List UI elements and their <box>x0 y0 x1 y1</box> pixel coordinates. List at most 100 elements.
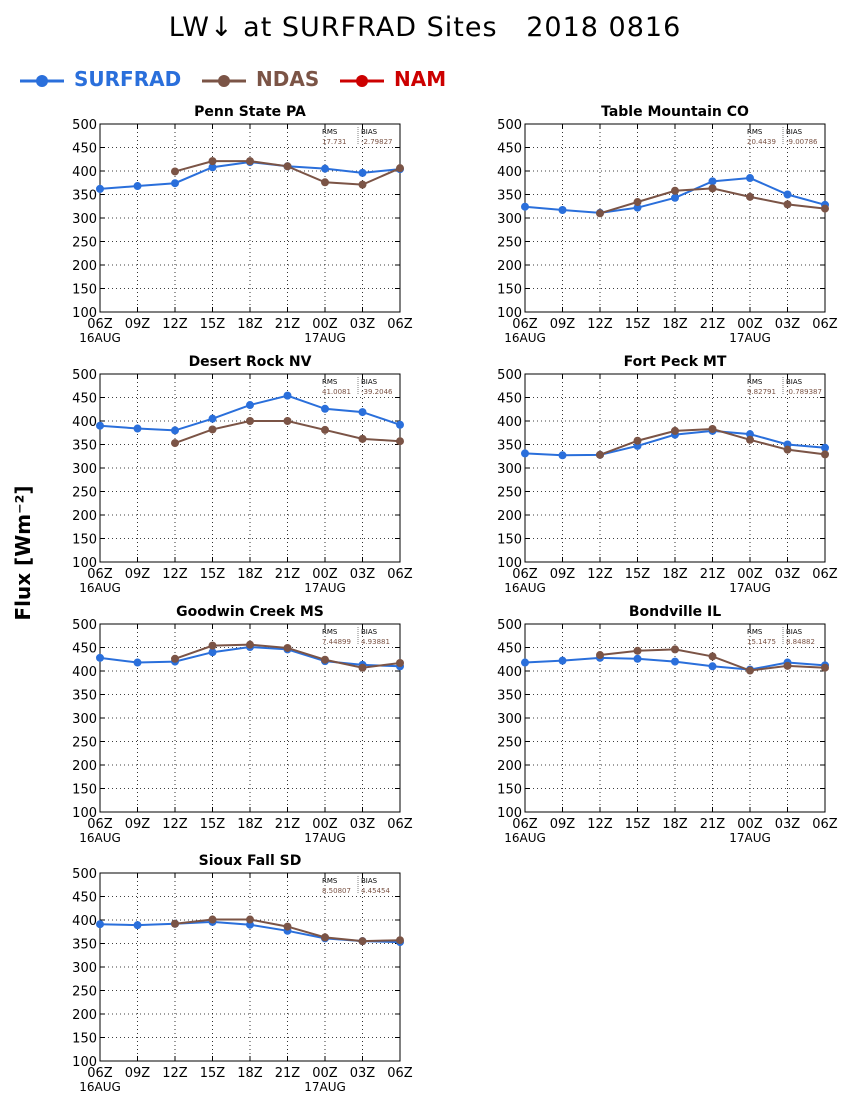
y-tick-label: 100 <box>72 556 97 571</box>
y-tick-label: 150 <box>72 533 97 548</box>
y-tick-label: 400 <box>72 415 97 430</box>
y-tick-label: 150 <box>497 533 522 548</box>
data-point-surfrad <box>133 424 142 433</box>
x-tick-label: 15Z <box>625 317 651 332</box>
chart-desert-rock-nv: Desert Rock NV 100 150 200 250 300 350 400 450 50… <box>72 354 413 595</box>
chart-title: Sioux Fall SD <box>199 853 302 869</box>
x-tick-label: 18Z <box>662 317 688 332</box>
data-point-ndas <box>821 663 829 672</box>
data-point-surfrad <box>558 206 567 215</box>
y-tick-label: 450 <box>497 392 522 407</box>
stats-bias-value: 4.45454 <box>361 887 390 895</box>
chart-title: Goodwin Creek MS <box>176 604 324 620</box>
x-tick-label: 06Z <box>812 567 838 582</box>
x-tick-label: 15Z <box>625 567 651 582</box>
data-point-surfrad <box>708 662 717 671</box>
x-tick-label: 06Z <box>387 1066 413 1081</box>
x-tick-label: 09Z <box>550 817 576 832</box>
data-point-ndas <box>171 654 179 663</box>
stats-bias-label: BIAS <box>786 628 803 636</box>
x-tick-label: 21Z <box>275 1066 301 1081</box>
data-point-surfrad <box>358 408 367 417</box>
y-tick-label: 350 <box>72 439 97 454</box>
data-point-surfrad <box>96 184 104 193</box>
y-tick-label: 350 <box>497 189 522 204</box>
y-tick-label: 100 <box>497 306 522 321</box>
data-point-ndas <box>321 933 329 942</box>
x-date-label: 16AUG <box>504 331 546 345</box>
data-point-surfrad <box>358 168 367 177</box>
data-point-surfrad <box>633 203 642 212</box>
stats-bias-value: -0.789387 <box>786 388 822 396</box>
data-point-surfrad <box>171 426 179 435</box>
stats-rms-label: RMS <box>747 628 763 636</box>
x-date-label: 17AUG <box>729 581 771 595</box>
y-tick-label: 500 <box>72 118 97 133</box>
data-point-ndas <box>171 919 179 928</box>
data-point-surfrad <box>521 202 529 211</box>
chart-sioux-fall-sd: Sioux Fall SD 100 150 200 250 300 350 400 450 500… <box>72 853 413 1094</box>
x-tick-label: 15Z <box>625 817 651 832</box>
y-tick-label: 200 <box>72 1008 97 1023</box>
x-tick-label: 06Z <box>387 817 413 832</box>
stats-bias-value: 8.84882 <box>786 638 815 646</box>
data-point-ndas <box>396 936 404 945</box>
x-tick-label: 00Z <box>312 317 338 332</box>
data-point-ndas <box>633 646 642 655</box>
y-tick-label: 350 <box>72 938 97 953</box>
data-point-ndas <box>358 663 367 672</box>
data-point-ndas <box>633 436 642 445</box>
stats-rms-label: RMS <box>747 378 763 386</box>
legend-marker-ndas <box>218 75 230 87</box>
x-date-label: 17AUG <box>729 331 771 345</box>
stats-rms-value: 8.50807 <box>322 887 351 895</box>
y-tick-label: 350 <box>497 689 522 704</box>
y-tick-label: 250 <box>497 236 522 251</box>
chart-title: Bondville IL <box>629 604 721 620</box>
y-tick-label: 250 <box>72 236 97 251</box>
x-tick-label: 03Z <box>775 317 801 332</box>
y-tick-label: 250 <box>497 736 522 751</box>
y-tick-label: 400 <box>497 415 522 430</box>
stats-bias-label: BIAS <box>361 378 378 386</box>
data-point-surfrad <box>671 193 679 202</box>
y-tick-label: 300 <box>72 212 97 227</box>
stats-rms-value: 41.0081 <box>322 388 351 396</box>
data-point-ndas <box>283 417 292 425</box>
y-tick-label: 200 <box>72 509 97 524</box>
y-tick-label: 200 <box>497 259 522 274</box>
data-point-ndas <box>746 192 754 201</box>
data-point-ndas <box>358 180 367 189</box>
y-tick-label: 200 <box>72 759 97 774</box>
chart-penn-state-pa: Penn State PA 100 150 200 250 300 350 400 450 500… <box>72 104 413 345</box>
legend-swatch-ndas <box>202 75 246 87</box>
y-tick-label: 200 <box>497 759 522 774</box>
data-point-ndas <box>321 425 329 434</box>
data-point-ndas <box>783 200 792 209</box>
x-tick-label: 18Z <box>237 817 263 832</box>
x-tick-label: 06Z <box>87 1066 113 1081</box>
data-point-surfrad <box>821 443 829 452</box>
stats-rms-label: RMS <box>322 128 338 136</box>
x-tick-label: 12Z <box>162 817 188 832</box>
stats-bias-value: -2.79827 <box>361 138 392 146</box>
x-date-label: 16AUG <box>79 331 121 345</box>
x-tick-label: 00Z <box>312 567 338 582</box>
stats-rms-value: 9.82791 <box>747 388 776 396</box>
data-point-ndas <box>321 655 329 664</box>
stats-rms-value: 20.4439 <box>747 138 776 146</box>
data-point-surfrad <box>321 404 329 413</box>
legend-label-surfrad: SURFRAD <box>74 67 182 91</box>
chart-table-mountain-co: Table Mountain CO 100 150 200 250 300 350 400 45… <box>497 104 838 345</box>
data-point-ndas <box>783 445 792 454</box>
x-tick-label: 21Z <box>275 817 301 832</box>
x-tick-label: 18Z <box>237 317 263 332</box>
data-point-surfrad <box>208 648 217 657</box>
stats-bias-value: 4.93881 <box>361 638 390 646</box>
data-point-surfrad <box>558 451 567 460</box>
x-tick-label: 15Z <box>200 817 226 832</box>
x-tick-label: 06Z <box>387 567 413 582</box>
y-tick-label: 200 <box>72 259 97 274</box>
y-tick-label: 100 <box>72 806 97 821</box>
